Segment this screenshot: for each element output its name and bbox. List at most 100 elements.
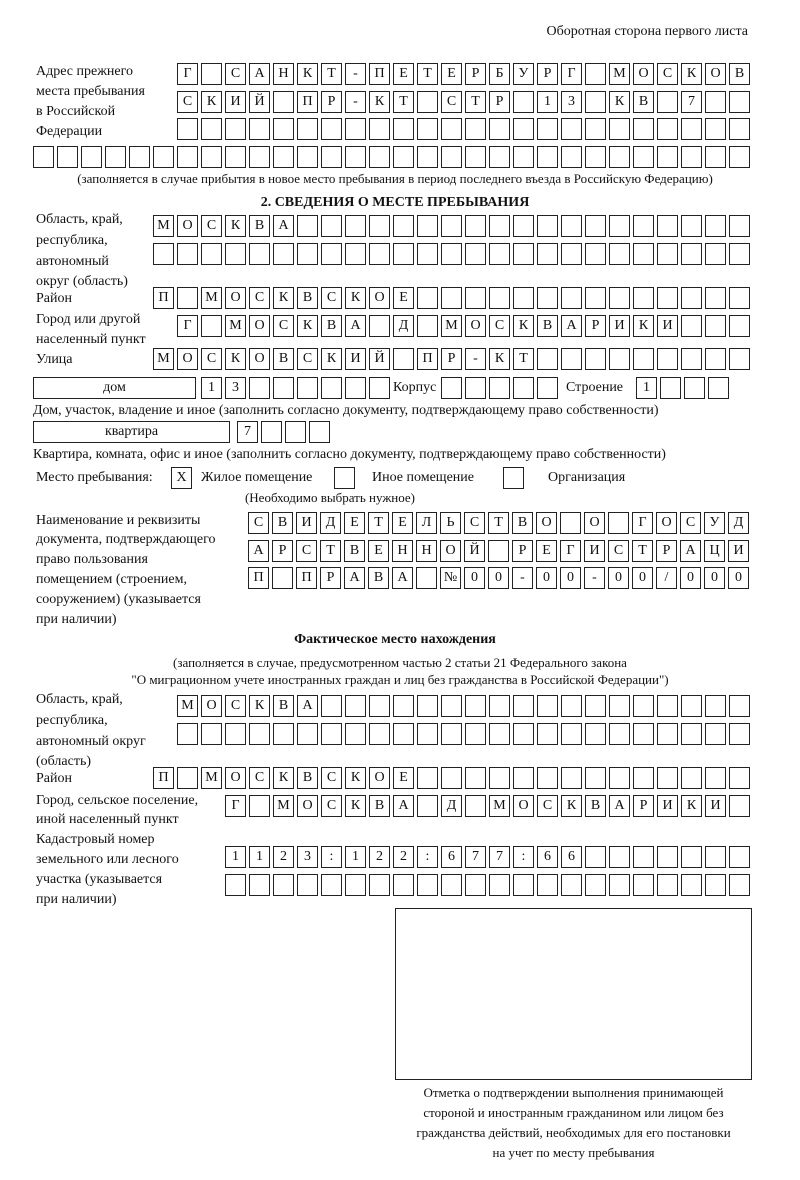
char-cell[interactable]: [465, 287, 486, 309]
char-cell[interactable]: П: [369, 63, 390, 85]
char-cell[interactable]: 0: [536, 567, 557, 589]
char-cell[interactable]: К: [321, 348, 342, 370]
char-cell[interactable]: О: [705, 63, 726, 85]
char-cell[interactable]: [729, 348, 750, 370]
char-cell[interactable]: Е: [393, 767, 414, 789]
char-cell[interactable]: [297, 118, 318, 140]
char-cell[interactable]: У: [704, 512, 725, 534]
char-cell[interactable]: [537, 118, 558, 140]
char-cell[interactable]: [585, 846, 606, 868]
char-cell[interactable]: [561, 874, 582, 896]
char-cell[interactable]: О: [633, 63, 654, 85]
char-cell[interactable]: С: [225, 695, 246, 717]
char-cell[interactable]: [273, 146, 294, 168]
char-cell[interactable]: [273, 874, 294, 896]
char-cell[interactable]: [249, 118, 270, 140]
char-cell[interactable]: [273, 91, 294, 113]
char-cell[interactable]: Б: [489, 63, 510, 85]
char-cell[interactable]: [513, 146, 534, 168]
char-cell[interactable]: 7: [237, 421, 258, 443]
char-cell[interactable]: Д: [320, 512, 341, 534]
char-cell[interactable]: [393, 348, 414, 370]
char-cell[interactable]: [225, 118, 246, 140]
char-cell[interactable]: К: [681, 63, 702, 85]
char-cell[interactable]: И: [705, 795, 726, 817]
char-cell[interactable]: [633, 287, 654, 309]
char-cell[interactable]: К: [369, 91, 390, 113]
char-cell[interactable]: [729, 287, 750, 309]
char-cell[interactable]: Т: [368, 512, 389, 534]
char-cell[interactable]: [297, 243, 318, 265]
char-cell[interactable]: В: [344, 540, 365, 562]
char-cell[interactable]: [417, 723, 438, 745]
char-cell[interactable]: О: [177, 215, 198, 237]
char-cell[interactable]: [441, 377, 462, 399]
char-cell[interactable]: [321, 118, 342, 140]
char-cell[interactable]: [681, 767, 702, 789]
char-cell[interactable]: [369, 723, 390, 745]
char-cell[interactable]: [465, 146, 486, 168]
char-cell[interactable]: [657, 118, 678, 140]
char-cell[interactable]: 0: [632, 567, 653, 589]
char-cell[interactable]: Т: [393, 91, 414, 113]
char-cell[interactable]: Е: [368, 540, 389, 562]
char-cell[interactable]: [633, 767, 654, 789]
char-cell[interactable]: [585, 695, 606, 717]
char-cell[interactable]: 6: [561, 846, 582, 868]
char-cell[interactable]: И: [296, 512, 317, 534]
char-cell[interactable]: 1: [225, 846, 246, 868]
char-cell[interactable]: И: [657, 315, 678, 337]
char-cell[interactable]: А: [249, 63, 270, 85]
char-cell[interactable]: 2: [273, 846, 294, 868]
char-cell[interactable]: М: [153, 348, 174, 370]
char-cell[interactable]: П: [297, 91, 318, 113]
char-cell[interactable]: [657, 767, 678, 789]
char-cell[interactable]: [489, 243, 510, 265]
char-cell[interactable]: [57, 146, 78, 168]
char-cell[interactable]: [309, 421, 330, 443]
char-cell[interactable]: 0: [560, 567, 581, 589]
char-cell[interactable]: 2: [393, 846, 414, 868]
char-cell[interactable]: [561, 767, 582, 789]
char-cell[interactable]: А: [680, 540, 701, 562]
char-cell[interactable]: [537, 874, 558, 896]
char-cell[interactable]: Т: [488, 512, 509, 534]
char-cell[interactable]: [33, 146, 54, 168]
char-cell[interactable]: [561, 695, 582, 717]
char-cell[interactable]: О: [465, 315, 486, 337]
char-cell[interactable]: -: [345, 63, 366, 85]
char-cell[interactable]: [560, 512, 581, 534]
char-cell[interactable]: 3: [225, 377, 246, 399]
char-cell[interactable]: [585, 287, 606, 309]
char-cell[interactable]: [177, 243, 198, 265]
char-cell[interactable]: [249, 723, 270, 745]
char-cell[interactable]: [633, 874, 654, 896]
char-cell[interactable]: [177, 287, 198, 309]
char-cell[interactable]: 0: [680, 567, 701, 589]
char-cell[interactable]: Т: [321, 63, 342, 85]
char-cell[interactable]: С: [464, 512, 485, 534]
char-cell[interactable]: [201, 118, 222, 140]
char-cell[interactable]: С: [297, 348, 318, 370]
char-cell[interactable]: [177, 118, 198, 140]
char-cell[interactable]: [513, 215, 534, 237]
char-cell[interactable]: [609, 146, 630, 168]
char-cell[interactable]: О: [201, 695, 222, 717]
char-cell[interactable]: [561, 118, 582, 140]
char-cell[interactable]: [249, 243, 270, 265]
char-cell[interactable]: [513, 243, 534, 265]
char-cell[interactable]: -: [512, 567, 533, 589]
char-cell[interactable]: К: [273, 767, 294, 789]
char-cell[interactable]: [633, 348, 654, 370]
char-cell[interactable]: [393, 723, 414, 745]
char-cell[interactable]: [681, 874, 702, 896]
char-cell[interactable]: П: [153, 767, 174, 789]
char-cell[interactable]: [681, 695, 702, 717]
char-cell[interactable]: [489, 874, 510, 896]
char-cell[interactable]: С: [201, 348, 222, 370]
char-cell[interactable]: С: [273, 315, 294, 337]
char-cell[interactable]: М: [201, 287, 222, 309]
char-cell[interactable]: [321, 723, 342, 745]
